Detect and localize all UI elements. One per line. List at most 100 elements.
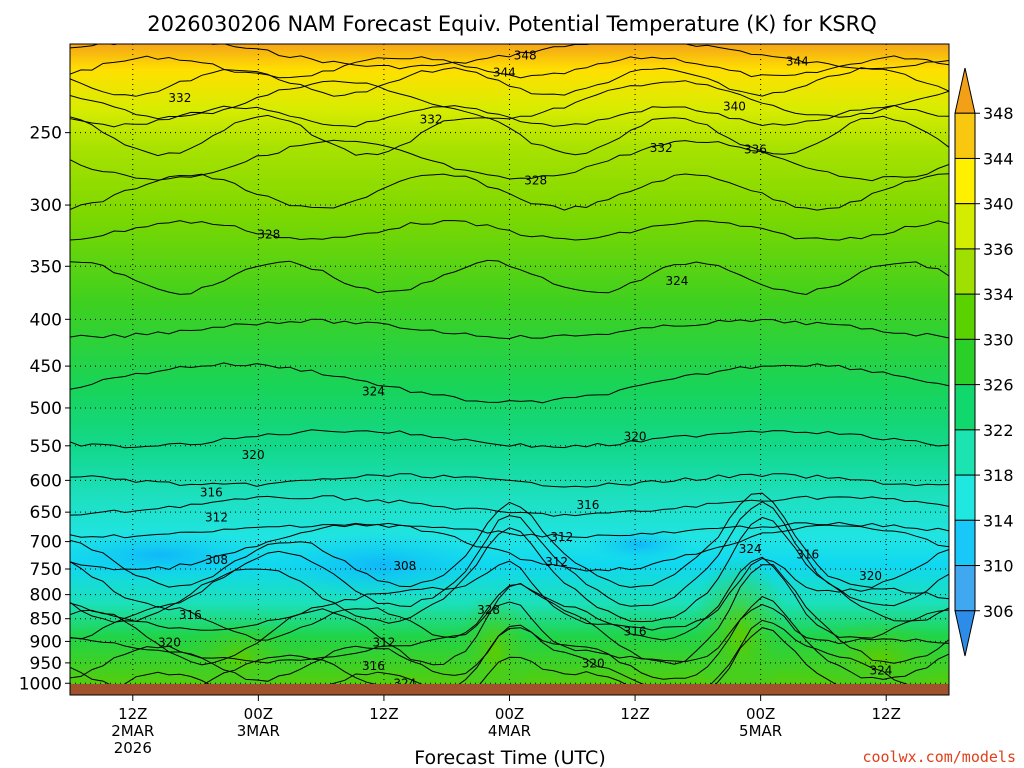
contour-label: 344	[493, 66, 516, 80]
y-tick-label: 300	[30, 196, 62, 216]
contour-label: 320	[582, 656, 605, 670]
y-tick-label: 650	[30, 503, 62, 523]
x-tick-label: 00Z	[746, 705, 775, 723]
colorbar-label: 306	[983, 602, 1014, 621]
colorbar-label: 330	[983, 330, 1014, 349]
colorbar-band	[954, 67, 976, 114]
cold-pocket-east	[585, 529, 695, 561]
contour-label: 348	[514, 49, 537, 63]
contour-line	[70, 318, 949, 340]
contour-line	[70, 556, 949, 641]
colorbar-band	[954, 610, 976, 657]
contour-line	[70, 523, 949, 572]
colorbar-label: 318	[983, 466, 1014, 485]
contour-label: 328	[524, 173, 547, 187]
x-tick-label: 2026	[114, 739, 152, 757]
contour-line	[70, 557, 949, 631]
y-tick-label: 950	[30, 654, 62, 674]
contour-label: 320	[624, 429, 647, 443]
contour-line	[70, 516, 949, 624]
contour-label: 308	[393, 559, 416, 573]
contour-line	[70, 114, 949, 157]
contour-label: 328	[257, 227, 280, 241]
y-tick-label: 1000	[19, 674, 62, 694]
y-tick-label: 250	[30, 124, 62, 144]
contour-line	[70, 473, 949, 488]
y-tick-label: 800	[30, 586, 62, 606]
colorbar-band	[954, 112, 976, 159]
colorbar-band	[954, 474, 976, 521]
contour-label: 324	[665, 274, 688, 288]
x-tick-label: 3MAR	[237, 722, 280, 740]
contour-label: 328	[477, 603, 500, 617]
contour-label: 332	[650, 141, 673, 155]
contour-labels: 348 344 344 332 332 340 332 336 328 328 324 324 320 3…	[158, 49, 893, 691]
x-tick-label: 12Z	[620, 705, 649, 723]
colorbar-band	[954, 157, 976, 205]
colorbar-label: 322	[983, 421, 1014, 440]
credit-text: coolwx.com/models	[862, 748, 1016, 766]
contour-line	[70, 219, 949, 241]
colorbar-band	[954, 519, 976, 567]
colorbar-band	[954, 338, 976, 386]
cold-pocket-central	[270, 531, 490, 599]
x-tick-label: 12Z	[118, 705, 147, 723]
colorbar-band	[954, 203, 976, 250]
colorbar-label: 344	[983, 149, 1014, 168]
plot-area: 348 344 344 332 332 340 332 336 328 328 324 324 320 3…	[70, 44, 949, 695]
warm-plume-right	[810, 610, 949, 690]
colorbar-label: 310	[983, 557, 1014, 576]
y-tick-label: 750	[30, 560, 62, 580]
y-tick-label: 550	[30, 437, 62, 457]
contour-label: 320	[859, 569, 882, 583]
x-tick-label: 5MAR	[739, 722, 782, 740]
ground-bar	[70, 684, 949, 695]
contour-label: 332	[168, 91, 191, 105]
contour-lines	[70, 44, 949, 695]
x-tick-label: 4MAR	[488, 722, 531, 740]
y-tick-label: 700	[30, 533, 62, 553]
y-tick-label: 850	[30, 610, 62, 630]
contour-line	[70, 67, 949, 97]
contour-line	[70, 104, 949, 128]
contour-label: 316	[796, 547, 819, 561]
contour-line	[70, 596, 949, 682]
contour-label: 324	[739, 542, 762, 556]
colorbar-band	[954, 248, 976, 295]
colorbar: 348 344 340 336 334 330 326 322 318 314 310 306	[954, 67, 1014, 657]
warm-plume-west	[180, 610, 300, 690]
contour-line	[70, 501, 949, 608]
colorbar-band	[954, 293, 976, 340]
contour-label: 320	[158, 635, 181, 649]
contour-label: 340	[723, 99, 746, 113]
warm-plume-east	[690, 540, 790, 695]
colorbar-band	[954, 429, 976, 476]
contour-label: 324	[870, 663, 893, 677]
x-tick-label: 12Z	[369, 705, 398, 723]
colorbar-label: 340	[983, 195, 1014, 214]
contour-label: 344	[786, 54, 809, 68]
chart-title: 2026030206 NAM Forecast Equiv. Potential…	[147, 12, 877, 36]
colorbar-label: 326	[983, 376, 1014, 395]
contour-line	[70, 564, 949, 666]
grid-lines	[70, 44, 949, 695]
colorbar-band	[954, 384, 976, 431]
contour-label: 320	[242, 448, 265, 462]
colorbar-label: 348	[983, 104, 1014, 123]
contour-label: 336	[744, 143, 767, 157]
colorbar-band	[954, 565, 976, 612]
x-axis-label: Forecast Time (UTC)	[414, 747, 605, 768]
contour-line	[70, 362, 949, 404]
contour-label: 308	[205, 553, 228, 567]
x-tick-label: 2MAR	[111, 722, 154, 740]
contour-label: 332	[420, 113, 443, 127]
x-tick-label: 00Z	[495, 705, 524, 723]
contour-line	[70, 259, 949, 296]
y-tick-label: 450	[30, 357, 62, 377]
contour-line	[70, 492, 949, 589]
colorbar-label: 314	[983, 511, 1014, 530]
y-tick-label: 350	[30, 257, 62, 277]
y-tick-label: 500	[30, 399, 62, 419]
